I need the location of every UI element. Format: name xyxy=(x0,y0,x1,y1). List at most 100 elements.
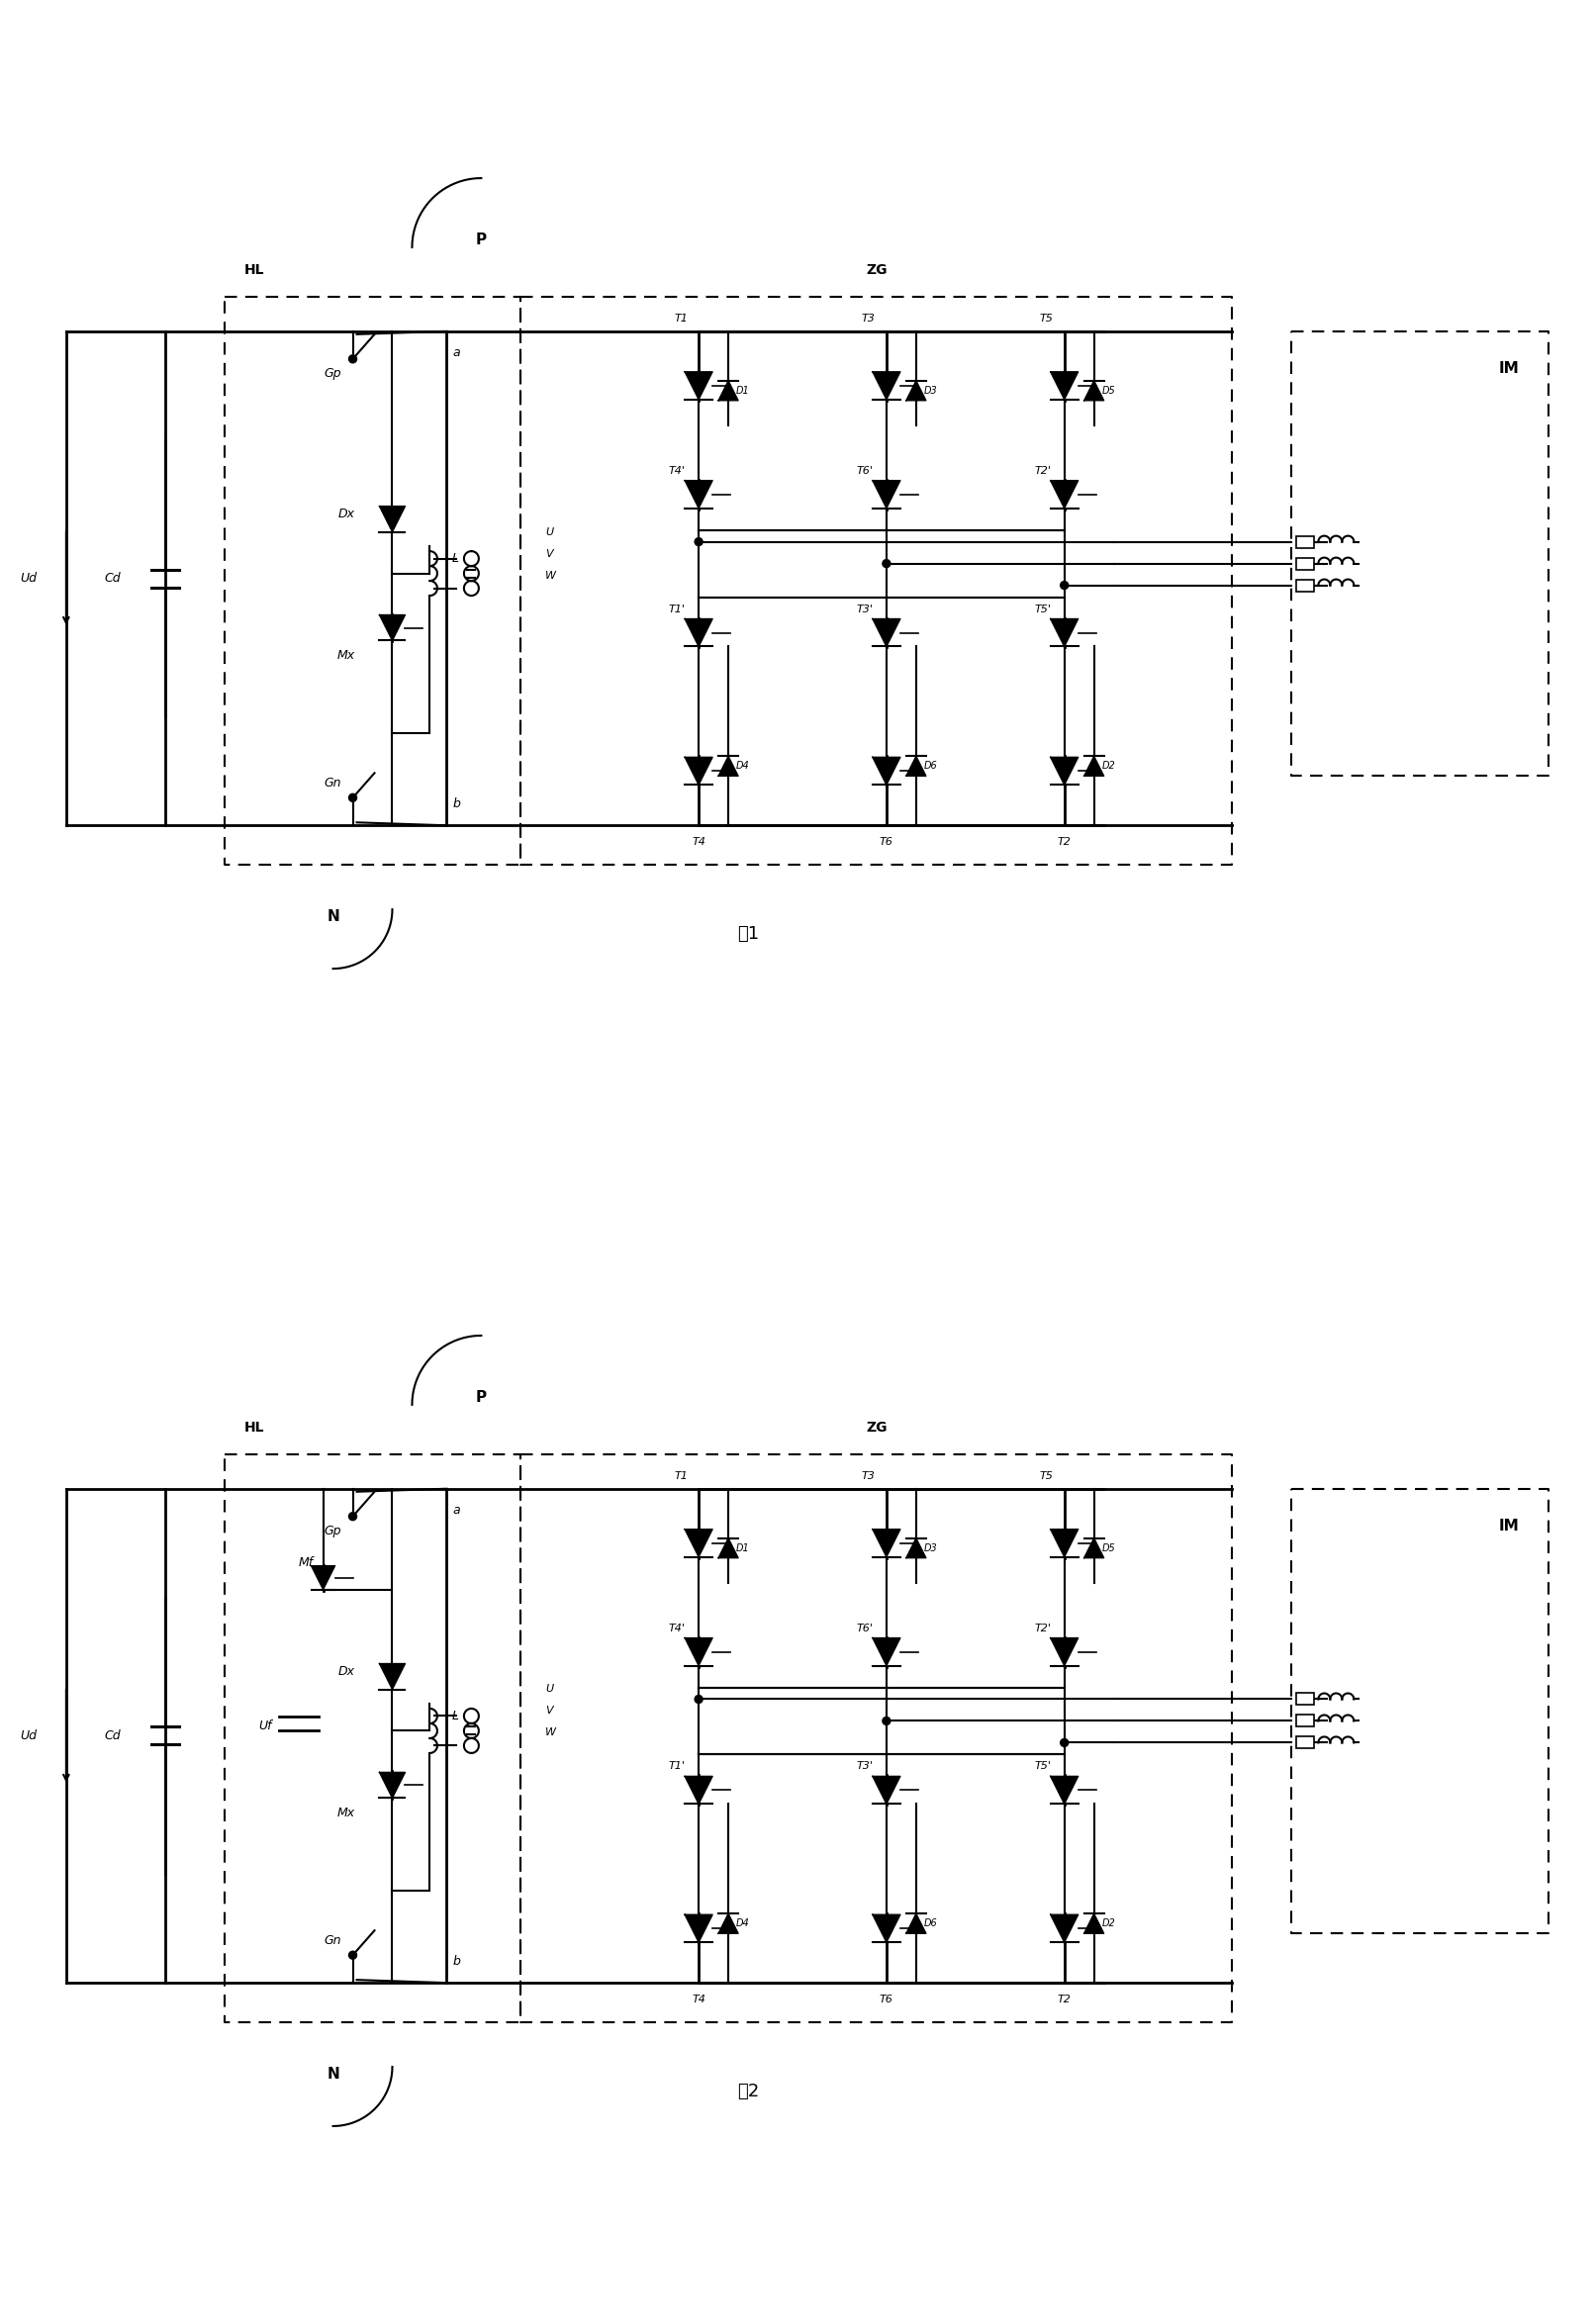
Text: N: N xyxy=(327,909,340,925)
Text: T2: T2 xyxy=(1057,837,1072,848)
Text: D6: D6 xyxy=(924,1920,938,1929)
Text: W: W xyxy=(545,569,557,581)
Bar xyxy=(1297,1694,1314,1706)
Text: T5': T5' xyxy=(1034,604,1051,614)
Polygon shape xyxy=(906,381,927,400)
Text: ZG: ZG xyxy=(866,1420,887,1434)
Text: Uf: Uf xyxy=(258,1720,271,1731)
Text: D5: D5 xyxy=(1102,1543,1115,1552)
Circle shape xyxy=(1061,581,1069,590)
Bar xyxy=(1297,1736,1314,1748)
Text: T1: T1 xyxy=(675,314,687,323)
Polygon shape xyxy=(1085,755,1104,776)
Polygon shape xyxy=(1051,1529,1078,1557)
Text: T3: T3 xyxy=(861,314,876,323)
Polygon shape xyxy=(1051,1776,1078,1803)
Text: T1: T1 xyxy=(675,1471,687,1480)
Polygon shape xyxy=(380,1664,405,1690)
Text: D3: D3 xyxy=(924,386,938,395)
Text: D6: D6 xyxy=(924,762,938,772)
Text: Cd: Cd xyxy=(104,572,121,586)
Polygon shape xyxy=(872,618,900,646)
Text: IM: IM xyxy=(1499,1518,1520,1534)
Polygon shape xyxy=(872,372,900,400)
Circle shape xyxy=(695,537,703,546)
Polygon shape xyxy=(684,1776,713,1803)
Text: D2: D2 xyxy=(1102,1920,1115,1929)
Polygon shape xyxy=(684,372,713,400)
Polygon shape xyxy=(872,481,900,509)
Polygon shape xyxy=(311,1566,335,1590)
Text: D2: D2 xyxy=(1102,762,1115,772)
Text: T6': T6' xyxy=(857,1622,872,1634)
Text: Dx: Dx xyxy=(338,507,354,521)
Text: Mf: Mf xyxy=(298,1557,313,1569)
Circle shape xyxy=(882,1717,890,1724)
Text: a: a xyxy=(453,346,459,358)
Text: D4: D4 xyxy=(737,1920,750,1929)
Polygon shape xyxy=(1051,1638,1078,1666)
Circle shape xyxy=(695,1694,703,1703)
Bar xyxy=(1297,1715,1314,1727)
Polygon shape xyxy=(718,381,738,400)
Polygon shape xyxy=(872,1638,900,1666)
Bar xyxy=(1297,558,1314,569)
Text: T3': T3' xyxy=(857,1762,872,1771)
Polygon shape xyxy=(906,1538,927,1557)
Text: U: U xyxy=(545,1685,553,1694)
Text: T5: T5 xyxy=(1040,1471,1053,1480)
Text: W: W xyxy=(545,1727,557,1738)
Polygon shape xyxy=(684,1915,713,1943)
Bar xyxy=(1297,537,1314,548)
Text: HL: HL xyxy=(244,1420,265,1434)
Polygon shape xyxy=(872,758,900,786)
Circle shape xyxy=(349,795,357,802)
Polygon shape xyxy=(380,616,405,641)
Text: T3: T3 xyxy=(861,1471,876,1480)
Text: Ud: Ud xyxy=(19,572,37,586)
Polygon shape xyxy=(684,1638,713,1666)
Polygon shape xyxy=(718,755,738,776)
Polygon shape xyxy=(718,1913,738,1934)
Text: N: N xyxy=(327,2066,340,2082)
Polygon shape xyxy=(1051,758,1078,786)
Text: T4: T4 xyxy=(692,1994,705,2006)
Circle shape xyxy=(349,356,357,363)
Text: V: V xyxy=(545,1706,553,1715)
Text: T2': T2' xyxy=(1034,1622,1051,1634)
Polygon shape xyxy=(1051,618,1078,646)
Text: T5: T5 xyxy=(1040,314,1053,323)
Polygon shape xyxy=(380,1773,405,1799)
Bar xyxy=(1297,579,1314,590)
Text: b: b xyxy=(453,1954,461,1968)
Text: P: P xyxy=(475,232,486,246)
Text: T4': T4' xyxy=(668,1622,686,1634)
Polygon shape xyxy=(906,1913,927,1934)
Text: Gn: Gn xyxy=(324,1934,341,1948)
Text: b: b xyxy=(453,797,461,811)
Text: IM: IM xyxy=(1499,360,1520,376)
Text: 图1: 图1 xyxy=(737,925,759,944)
Text: Gp: Gp xyxy=(324,1525,341,1536)
Text: D1: D1 xyxy=(737,386,750,395)
Polygon shape xyxy=(906,755,927,776)
Text: Ud: Ud xyxy=(19,1729,37,1743)
Text: T1': T1' xyxy=(668,604,686,614)
Polygon shape xyxy=(872,1915,900,1943)
Polygon shape xyxy=(1085,1913,1104,1934)
Text: D1: D1 xyxy=(737,1543,750,1552)
Circle shape xyxy=(349,1513,357,1520)
Polygon shape xyxy=(684,481,713,509)
Text: T1': T1' xyxy=(668,1762,686,1771)
Polygon shape xyxy=(1051,1915,1078,1943)
Text: Gn: Gn xyxy=(324,776,341,790)
Text: HL: HL xyxy=(244,263,265,277)
Text: Mx: Mx xyxy=(337,648,354,662)
Text: 图2: 图2 xyxy=(737,2082,759,2101)
Text: T2': T2' xyxy=(1034,465,1051,476)
Text: T6: T6 xyxy=(879,837,893,848)
Text: D3: D3 xyxy=(924,1543,938,1552)
Polygon shape xyxy=(1085,1538,1104,1557)
Polygon shape xyxy=(1051,481,1078,509)
Text: D4: D4 xyxy=(737,762,750,772)
